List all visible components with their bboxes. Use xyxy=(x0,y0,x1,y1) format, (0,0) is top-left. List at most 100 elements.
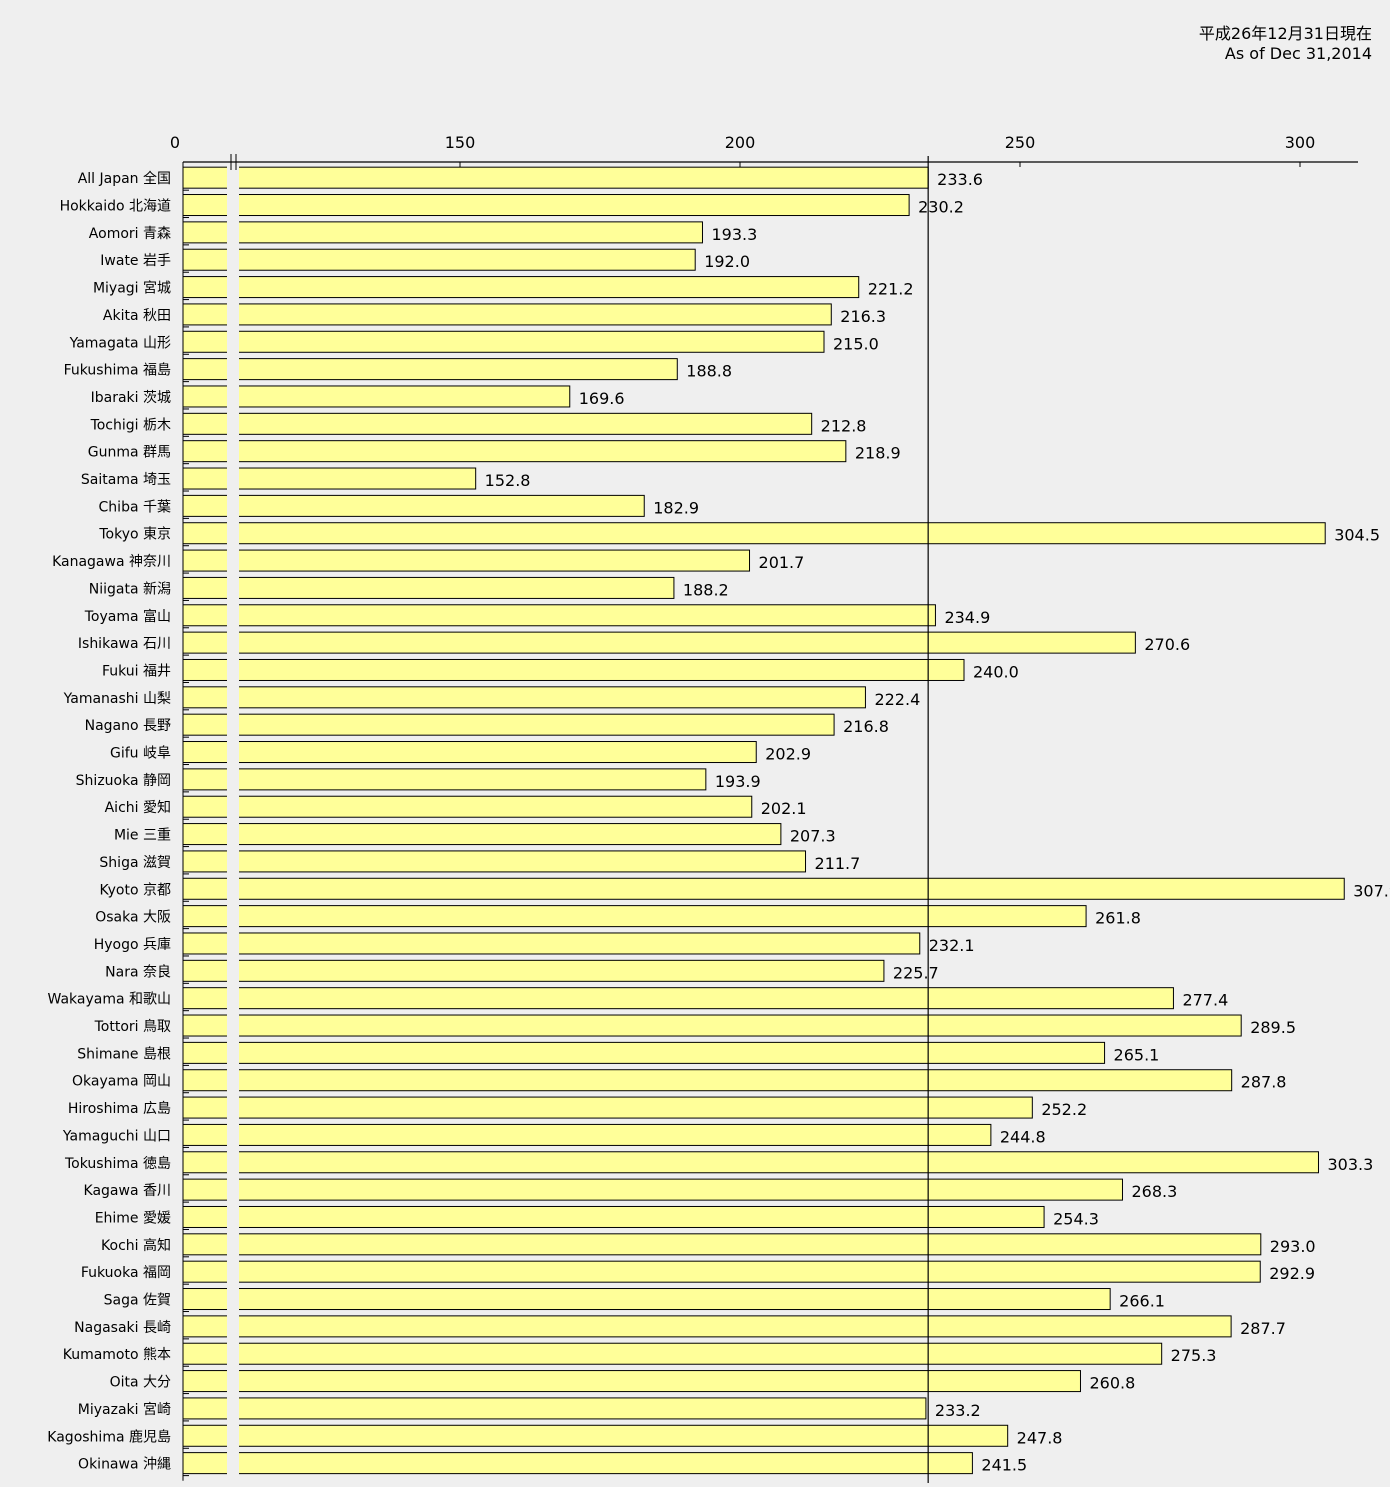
category-label: Nagano 長野 xyxy=(85,718,171,734)
value-label: 230.2 xyxy=(918,198,964,217)
category-label: Shiga 滋賀 xyxy=(99,855,171,871)
bar xyxy=(182,932,921,955)
category-label: Saga 佐賀 xyxy=(104,1293,171,1309)
value-label: 287.7 xyxy=(1240,1319,1286,1338)
x-tick-label: 150 xyxy=(445,133,476,152)
category-label: Ishikawa 石川 xyxy=(78,636,171,652)
x-tick-label: 250 xyxy=(1005,133,1036,152)
category-label: Nara 奈良 xyxy=(105,964,171,980)
category-label: All Japan 全国 xyxy=(78,170,171,187)
bar xyxy=(182,604,936,627)
category-label: Hyogo 兵庫 xyxy=(94,936,171,953)
value-label: 212.8 xyxy=(821,416,867,435)
category-label: Ibaraki 茨城 xyxy=(91,390,171,406)
bar xyxy=(182,905,1087,928)
bar xyxy=(182,166,929,189)
bar xyxy=(182,1288,1111,1311)
bar xyxy=(182,1205,1045,1228)
bar xyxy=(182,440,847,463)
bar xyxy=(182,522,1326,545)
category-label: Fukushima 福島 xyxy=(64,363,171,379)
date-block: 平成26年12月31日現在 As of Dec 31,2014 xyxy=(1199,24,1372,64)
category-label: Fukuoka 福岡 xyxy=(81,1265,171,1281)
category-label: Aomori 青森 xyxy=(89,226,171,242)
category-label: Yamagata 山形 xyxy=(69,335,171,351)
value-label: 188.2 xyxy=(683,580,729,599)
x-tick-label: 0 xyxy=(170,133,180,152)
category-label: Mie 三重 xyxy=(114,828,171,844)
category-label: Kumamoto 熊本 xyxy=(63,1347,171,1363)
value-label: 233.6 xyxy=(937,170,983,189)
value-label: 254.3 xyxy=(1053,1209,1099,1228)
value-label: 307.9 xyxy=(1353,881,1390,900)
value-label: 252.2 xyxy=(1041,1100,1087,1119)
category-label: Osaka 大阪 xyxy=(95,910,171,926)
bar xyxy=(182,658,965,681)
bar xyxy=(182,1233,1262,1256)
value-label: 240.0 xyxy=(973,662,1019,681)
value-label: 207.3 xyxy=(790,827,836,846)
bar xyxy=(182,576,675,599)
value-label: 247.8 xyxy=(1017,1428,1063,1447)
bar xyxy=(182,741,757,764)
bar xyxy=(182,549,751,572)
category-label: Miyazaki 宮崎 xyxy=(78,1402,171,1418)
value-label: 193.9 xyxy=(715,772,761,791)
category-label: Kyoto 京都 xyxy=(99,882,171,898)
category-label: Shimane 島根 xyxy=(77,1046,171,1062)
category-label: Tokyo 東京 xyxy=(98,527,171,543)
value-label: 293.0 xyxy=(1270,1237,1316,1256)
bar xyxy=(182,713,835,736)
category-label: Shizuoka 静岡 xyxy=(76,773,171,789)
category-label: Tokushima 徳島 xyxy=(64,1156,171,1172)
category-label: Hokkaido 北海道 xyxy=(60,199,171,215)
value-label: 169.6 xyxy=(579,389,625,408)
bar xyxy=(182,1096,1033,1119)
value-label: 265.1 xyxy=(1114,1045,1160,1064)
bar xyxy=(182,1123,992,1146)
bar xyxy=(182,1342,1163,1365)
value-label: 202.1 xyxy=(761,799,807,818)
value-label: 222.4 xyxy=(874,690,920,709)
bar xyxy=(182,1260,1261,1283)
category-label: Ehime 愛媛 xyxy=(95,1210,171,1226)
value-label: 241.5 xyxy=(981,1456,1027,1475)
category-label: Aichi 愛知 xyxy=(105,799,171,816)
value-label: 232.1 xyxy=(929,936,975,955)
category-label: Okinawa 沖縄 xyxy=(78,1457,171,1473)
bar xyxy=(182,358,678,381)
x-tick-label: 200 xyxy=(725,133,756,152)
value-label: 216.8 xyxy=(843,717,889,736)
value-label: 234.9 xyxy=(944,608,990,627)
value-label: 216.3 xyxy=(840,307,886,326)
value-label: 202.9 xyxy=(765,745,811,764)
category-label: Kagawa 香川 xyxy=(84,1183,171,1199)
bar xyxy=(182,1315,1232,1338)
bar xyxy=(182,385,571,408)
bar xyxy=(182,1069,1233,1092)
value-label: 292.9 xyxy=(1269,1264,1315,1283)
category-label: Nagasaki 長崎 xyxy=(74,1320,171,1336)
bar xyxy=(182,494,645,517)
bar xyxy=(182,221,703,244)
category-label: Akita 秋田 xyxy=(103,308,171,324)
bar xyxy=(182,1151,1319,1174)
category-label: Yamaguchi 山口 xyxy=(62,1128,171,1144)
category-label: Oita 大分 xyxy=(110,1375,171,1391)
bar xyxy=(182,330,825,353)
axis-break-gap xyxy=(227,166,239,1485)
value-label: 270.6 xyxy=(1144,635,1190,654)
bar xyxy=(182,631,1136,654)
bar xyxy=(182,467,477,490)
value-label: 152.8 xyxy=(485,471,531,490)
bar xyxy=(182,412,813,435)
value-label: 211.7 xyxy=(815,854,861,873)
bar xyxy=(182,959,885,982)
category-label: Saitama 埼玉 xyxy=(81,472,171,488)
category-label: Okayama 岡山 xyxy=(72,1074,171,1090)
bar xyxy=(182,1178,1123,1201)
category-label: Chiba 千葉 xyxy=(99,499,171,515)
date-english: As of Dec 31,2014 xyxy=(1224,44,1372,63)
